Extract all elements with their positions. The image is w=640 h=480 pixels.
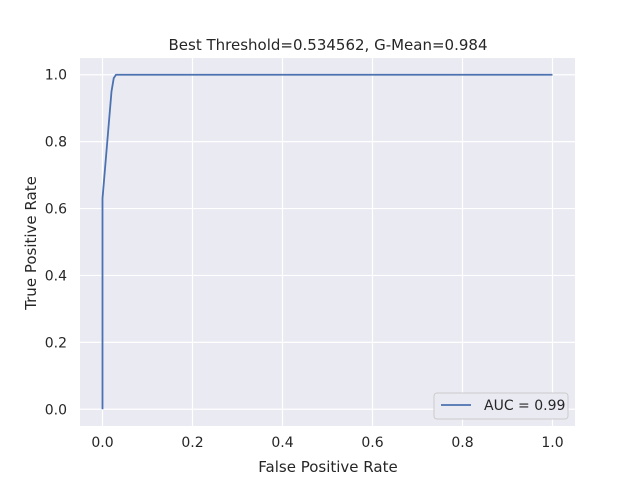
x-tick-label-2: 0.4 [271,435,293,451]
y-tick-label-0: 0.0 [45,402,67,418]
y-tick-label-3: 0.6 [45,202,67,218]
y-tick-label-5: 1.0 [45,68,67,84]
x-tick-label-0: 0.0 [91,435,113,451]
legend: AUC = 0.99 [433,392,569,420]
x-tick-label-1: 0.2 [181,435,203,451]
x-tick-label-5: 1.0 [541,435,563,451]
series-line-0 [101,73,553,410]
plot-background [80,58,575,426]
y-tick-label-1: 0.2 [45,335,67,351]
series-layer [101,73,553,410]
y-tick-label-2: 0.4 [45,268,67,284]
legend-entry-label: AUC = 0.99 [484,398,565,414]
x-axis-label: False Positive Rate [258,458,397,476]
chart-title: Best Threshold=0.534562, G-Mean=0.984 [169,36,488,54]
x-tick-label-3: 0.6 [361,435,383,451]
legend-box [433,392,569,420]
y-tick-label-4: 0.8 [45,135,67,151]
y-axis-label: True Positive Rate [22,176,40,311]
x-axis-ticks: 0.0 0.2 0.4 0.6 0.8 1.0 [91,435,563,451]
y-axis-ticks: 0.0 0.2 0.4 0.6 0.8 1.0 [45,68,67,419]
x-tick-label-4: 0.8 [451,435,473,451]
